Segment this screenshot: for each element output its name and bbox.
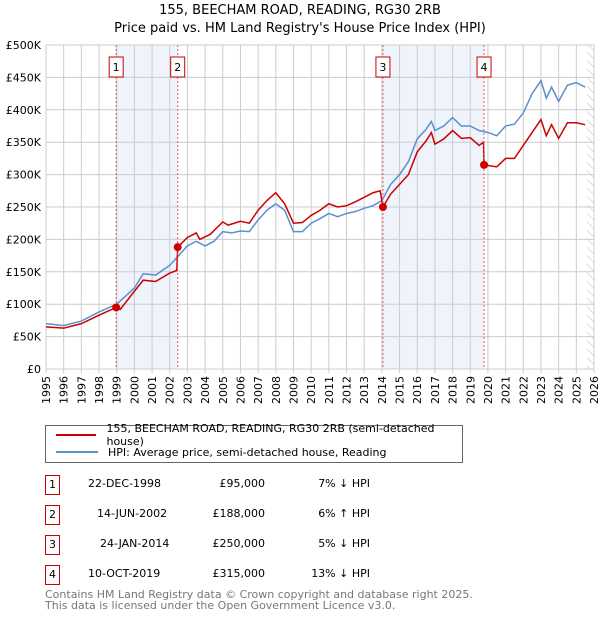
sale-number: 2 [45,505,60,525]
sale-marker-label: 4 [481,61,488,74]
y-tick-label: £250K [6,201,42,214]
legend-swatch-hpi [56,451,98,453]
y-tick-label: £150K [6,266,42,279]
sale-number: 1 [45,475,60,495]
hpi-line [45,78,586,327]
sale-price: £95,000 [219,477,266,490]
x-tick-label: 2004 [199,376,212,404]
x-tick-label: 2025 [570,376,583,404]
sale-marker-label: 1 [113,61,120,74]
y-tick-label: £100K [6,298,42,311]
x-tick-label: 2018 [447,376,460,404]
x-tick-label: 2011 [323,376,336,404]
chart-title: 155, BEECHAM ROAD, READING, RG30 2RB [159,3,441,18]
x-tick-label: 2002 [164,376,177,404]
legend: 155, BEECHAM ROAD, READING, RG30 2RB (se… [45,422,463,463]
x-tick-label: 1997 [75,376,88,404]
x-tick-label: 2006 [234,376,247,404]
sale-number: 4 [45,565,60,585]
sale-marker-box [108,56,124,78]
x-tick-label: 2007 [252,376,265,404]
x-tick-label: 2016 [411,376,424,404]
x-tick-label: 2020 [482,376,495,404]
x-tick-label: 1996 [58,376,71,404]
x-tick-label: 2010 [305,376,318,404]
x-tick-label: 2021 [500,376,513,404]
y-tick-label: £500K [6,39,42,52]
sale-point [378,203,387,211]
x-tick-label: 2026 [588,376,600,404]
legend-swatch-price [56,434,97,436]
legend-label-price: 155, BEECHAM ROAD, READING, RG30 2RB (se… [106,422,435,448]
plot-border [45,44,595,370]
sale-marker-box [375,56,391,78]
legend-label-hpi: HPI: Average price, semi-detached house,… [108,445,387,459]
x-tick-label: 2001 [146,376,159,404]
sale-point [173,243,182,252]
sale-marker-box [476,56,492,78]
y-tick-label: £400K [6,104,42,117]
sale-hpi-diff: 5% ↓ HPI [318,537,370,550]
footer-line-1: Contains HM Land Registry data © Crown c… [45,588,473,601]
x-tick-label: 2023 [535,376,548,404]
x-tick-label: 2003 [181,376,194,404]
plot-area: 1995 1996 1997 1998 1999 2000 2001 2002 2003 2004… [6,39,600,404]
x-tick-label: 2000 [128,376,141,404]
sale-number: 3 [45,535,60,555]
x-tick-label: 2013 [358,376,371,404]
sale-date: 14-JUN-2002 [97,507,168,520]
sale-point [112,303,121,312]
sale-hpi-diff: 13% ↓ HPI [311,567,370,580]
price-paid-line [45,117,586,329]
chart-subtitle: Price paid vs. HM Land Registry's House … [114,21,486,36]
sale-marker-label: 3 [379,61,386,74]
footer: Contains HM Land Registry data © Crown c… [45,589,473,611]
sale-price: £188,000 [212,507,266,520]
footer-line-2: This data is licensed under the Open Gov… [45,599,396,612]
y-tick-label: £300K [6,169,42,182]
x-tick-label: 1999 [111,376,124,404]
x-tick-label: 2009 [287,376,300,404]
sale-date: 22-DEC-1998 [88,477,162,490]
x-tick-label: 2022 [517,376,530,404]
y-tick-label: £200K [6,233,42,246]
y-tick-label: £50K [13,331,42,344]
y-tick-label: £450K [6,71,42,84]
sale-date: 10-OCT-2019 [88,567,161,580]
x-tick-label: 2014 [376,376,389,404]
sale-date: 24-JAN-2014 [100,537,170,550]
sale-point [480,160,489,169]
sale-hpi-diff: 7% ↓ HPI [318,477,370,490]
y-tick-label: £0 [27,363,41,376]
x-tick-label: 1995 [40,376,53,404]
x-tick-label: 2019 [464,376,477,404]
x-tick-label: 1998 [93,376,106,404]
x-tick-label: 2017 [429,376,442,404]
sale-marker-label: 2 [174,61,181,74]
sale-price: £250,000 [212,537,266,550]
sale-hpi-diff: 6% ↑ HPI [318,507,370,520]
x-tick-label: 2015 [394,376,407,404]
sale-marker-box [170,56,186,78]
y-tick-label: £350K [6,136,42,149]
x-tick-label: 2024 [553,376,566,404]
x-tick-label: 2012 [341,376,354,404]
x-tick-label: 2005 [217,376,230,404]
x-tick-label: 2008 [270,376,283,404]
sale-price: £315,000 [212,567,266,580]
